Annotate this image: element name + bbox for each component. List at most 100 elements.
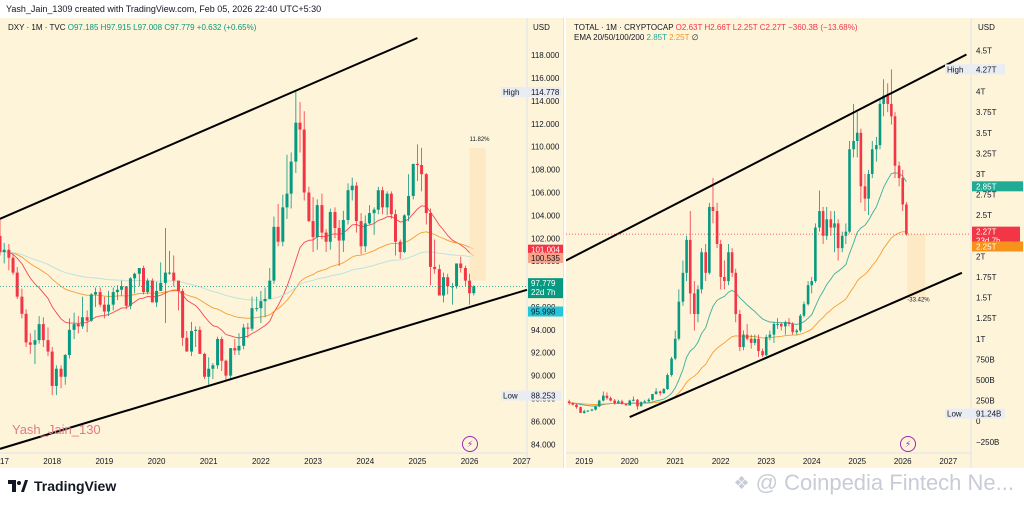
dxy-high-tag-bg <box>501 87 561 98</box>
total-candle-body <box>825 219 829 236</box>
ema50-value: 2.25T <box>669 33 690 42</box>
dxy-currency-label: USD <box>533 23 550 32</box>
total-x-tick-label: 2024 <box>803 457 821 466</box>
dxy-low-value: 88.253 <box>531 392 556 401</box>
lightning-boost-icon[interactable]: ⚡ <box>900 436 916 452</box>
dxy-candle-body <box>272 226 276 281</box>
dxy-candle-body <box>20 296 24 314</box>
dxy-candle-body <box>67 329 71 356</box>
ema100-value: ∅ <box>691 33 699 42</box>
dxy-chart-panel[interactable]: USD 118.000 116.000 114.000 112.000 110.000 10… <box>0 18 564 468</box>
dxy-candle-body <box>211 365 215 369</box>
dxy-high: H97.915 <box>100 23 131 32</box>
total-y-tick-label: 3.5T <box>976 129 992 138</box>
total-candle-body <box>727 252 730 282</box>
total-candle-body <box>590 409 594 411</box>
dxy-candle-body <box>337 227 341 241</box>
dxy-channel-upper-line <box>0 37 418 220</box>
total-candle-body <box>719 244 723 277</box>
total-y-tick-label: 2T <box>976 252 985 261</box>
total-candle-body <box>609 398 612 401</box>
dxy-candle-body <box>141 268 145 293</box>
dxy-x-tick-label: 2019 <box>95 457 113 466</box>
dxy-candle-body <box>194 329 198 331</box>
dxy-candle-body <box>415 163 419 166</box>
dxy-candle-body <box>46 340 50 352</box>
dxy-candle-body <box>285 193 289 208</box>
total-candle-body <box>681 272 685 302</box>
dxy-candle-body <box>111 292 115 305</box>
dxy-x-tick-label: 2017 <box>0 457 9 466</box>
lightning-boost-icon[interactable]: ⚡ <box>462 436 478 452</box>
dxy-candle-body <box>246 327 250 329</box>
total-candle-body <box>734 272 738 315</box>
dxy-ema200-line <box>0 251 474 301</box>
dxy-candle-body <box>28 342 32 345</box>
total-candle-body <box>636 399 639 407</box>
total-y-tick-label: 4.5T <box>976 46 992 55</box>
dxy-high-value: 114.778 <box>531 88 560 97</box>
dxy-candle-body <box>168 272 172 274</box>
total-candle-body <box>870 149 874 174</box>
dxy-chart-svg[interactable]: USD 118.000 116.000 114.000 112.000 110.000 10… <box>0 18 563 468</box>
total-candle-body <box>836 223 840 249</box>
total-candle-body <box>586 410 590 412</box>
dxy-candle-body <box>333 211 337 228</box>
total-candle-body <box>764 337 768 356</box>
total-low-value: 91.24B <box>976 410 1001 419</box>
dxy-candle-body <box>150 280 154 303</box>
total-chart-svg[interactable]: USD 4.5T 4T 3.75T 3.5T 3.25T 3T 2.75T 2.5T 2T 1.75… <box>566 18 1024 468</box>
dxy-candle-body <box>455 263 459 287</box>
dxy-candle-body <box>372 209 376 214</box>
dxy-candle-body <box>468 280 472 294</box>
dxy-candle-body <box>233 348 237 351</box>
dxy-candle-body <box>102 304 106 312</box>
total-candle-body <box>715 211 719 244</box>
dxy-candle-body <box>411 163 415 196</box>
total-candle-body <box>628 400 632 406</box>
dxy-candle-body <box>298 122 302 130</box>
dxy-candle-body <box>268 280 272 299</box>
dxy-candle-body <box>433 266 437 270</box>
dxy-candle-body <box>63 355 67 377</box>
tradingview-logo[interactable]: TradingView <box>8 478 116 494</box>
dxy-y-tick-label: 92.000 <box>531 349 556 358</box>
dxy-measure-label: 11.82% <box>470 137 491 143</box>
dxy-y-tick-label: 116.000 <box>531 74 560 83</box>
total-measure-label: -33.42% <box>907 298 930 304</box>
total-candle-body <box>738 314 742 347</box>
total-high: H2.66T <box>704 23 731 32</box>
dxy-y-tick-label: 86.000 <box>531 417 556 426</box>
dxy-candle-body <box>176 280 180 291</box>
dxy-ema20-line <box>0 205 475 339</box>
dxy-candle-body <box>263 298 267 302</box>
dxy-ema50-line <box>0 231 474 319</box>
dxy-candle-body <box>402 215 406 253</box>
dxy-low-label: Low <box>503 392 518 401</box>
total-candle-body <box>886 95 890 104</box>
dxy-candle-body <box>181 290 185 338</box>
total-candle-body <box>696 289 700 315</box>
total-chart-panel[interactable]: USD 4.5T 4T 3.75T 3.5T 3.25T 3T 2.75T 2.5T 2T 1.75… <box>566 18 1024 468</box>
total-candle-body <box>768 334 772 338</box>
total-x-tick-label: 2025 <box>848 457 866 466</box>
total-candle-body <box>700 252 703 290</box>
dxy-candle-body <box>2 249 6 253</box>
dxy-candle-body <box>85 317 89 321</box>
tradingview-logo-icon <box>8 480 28 492</box>
dxy-candle-body <box>376 190 380 210</box>
dxy-candle-body <box>216 338 220 366</box>
total-y-tick-label: 1.5T <box>976 294 992 303</box>
total-y-tick-label: 2.5T <box>976 211 992 220</box>
dxy-candle-body <box>59 368 63 377</box>
dxy-candle-body <box>328 211 332 242</box>
dxy-candle-body <box>394 214 398 242</box>
dxy-x-tick-label: 2024 <box>356 457 374 466</box>
total-candle-body <box>844 231 848 236</box>
dxy-candle-body <box>367 213 371 224</box>
dxy-candle-body <box>307 192 311 222</box>
total-ema50-tag-bg <box>972 241 1023 252</box>
dxy-candle-body <box>324 232 328 242</box>
total-candle-body <box>852 141 855 150</box>
dxy-candle-body <box>259 301 263 309</box>
